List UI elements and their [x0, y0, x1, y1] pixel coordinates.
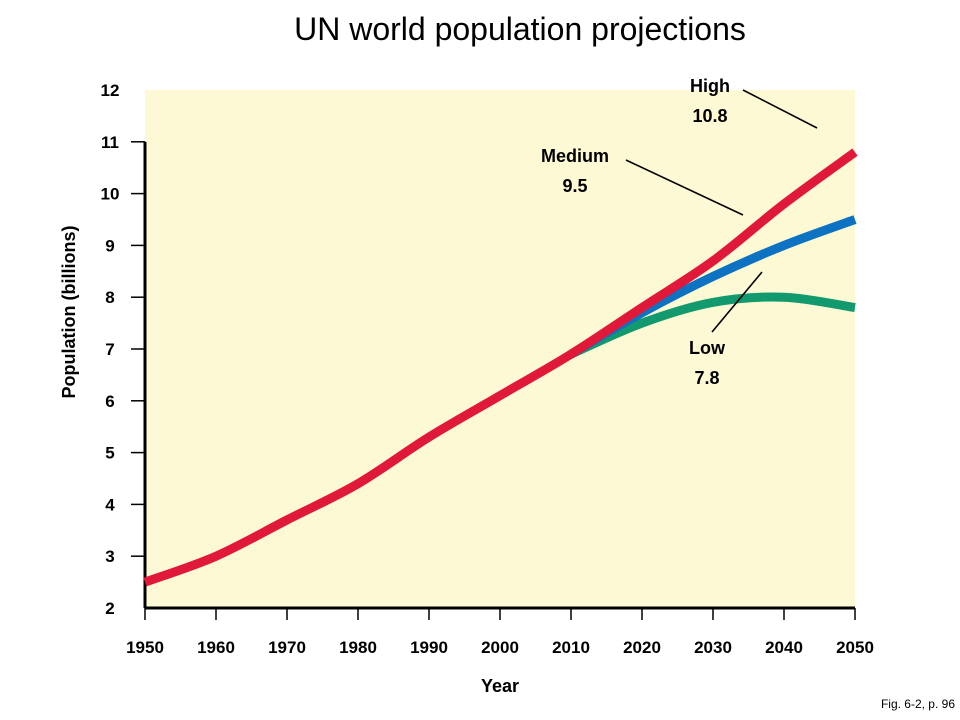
x-tick-label: 1960 — [197, 638, 235, 657]
y-axis-label: Population (billions) — [59, 226, 79, 399]
plot-background — [145, 90, 855, 608]
chart-title: UN world population projections — [294, 11, 746, 47]
x-tick-label: 1980 — [339, 638, 377, 657]
y-tick-label: 12 — [101, 81, 120, 100]
x-tick-label: 1950 — [126, 638, 164, 657]
x-tick-label: 2050 — [836, 638, 874, 657]
x-axis-label: Year — [481, 676, 519, 696]
y-tick-label: 7 — [105, 340, 114, 359]
y-tick-label: 2 — [105, 599, 114, 618]
y-tick-label: 4 — [105, 495, 115, 514]
series-annotations: High 10.8 Medium 9.5 Low 7.8 — [541, 76, 818, 388]
x-tick-label: 1990 — [410, 638, 448, 657]
x-tick-label: 2030 — [694, 638, 732, 657]
low-series-name: Low — [689, 338, 726, 358]
low-leader-line — [711, 271, 763, 333]
y-tick-label: 5 — [105, 444, 114, 463]
y-tick-label: 8 — [105, 288, 114, 307]
x-tick-label: 2000 — [481, 638, 519, 657]
series-line-low — [569, 292, 856, 359]
medium-series-name: Medium — [541, 146, 609, 166]
y-tick-label: 11 — [101, 133, 119, 152]
series-lines — [143, 148, 858, 587]
x-tick-label: 1970 — [268, 638, 306, 657]
medium-leader-line — [625, 159, 744, 216]
x-tick-label: 2020 — [623, 638, 661, 657]
high-series-name: High — [690, 76, 730, 96]
x-tick-label: 2010 — [552, 638, 590, 657]
figure-footnote: Fig. 6-2, p. 96 — [881, 697, 955, 711]
y-tick-label: 6 — [105, 392, 114, 411]
medium-series-value: 9.5 — [562, 176, 587, 196]
y-tick-labels: 2 3 4 5 6 7 8 9 10 11 12 — [101, 81, 120, 618]
axes — [131, 141, 856, 620]
y-tick-label: 3 — [105, 547, 114, 566]
series-line-high — [143, 148, 858, 587]
x-tick-labels: 1950 1960 1970 1980 1990 2000 2010 2020 2030 2040… — [126, 638, 874, 657]
x-tick-label: 2040 — [765, 638, 803, 657]
y-tick-label: 10 — [101, 185, 120, 204]
high-series-value: 10.8 — [692, 106, 727, 126]
low-series-value: 7.8 — [694, 368, 719, 388]
y-tick-label: 9 — [105, 236, 114, 255]
high-leader-line — [742, 89, 818, 129]
